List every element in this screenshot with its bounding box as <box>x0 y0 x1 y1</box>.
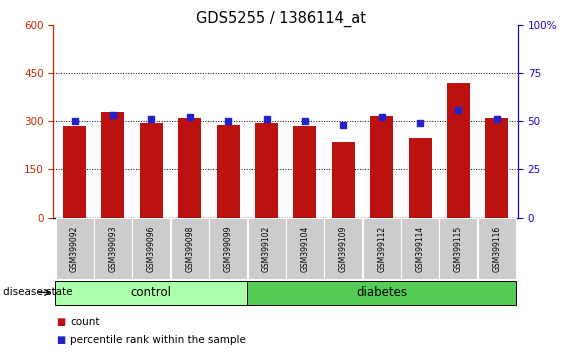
Text: diabetes: diabetes <box>356 286 407 299</box>
Bar <box>293 126 316 218</box>
Text: GSM399102: GSM399102 <box>262 225 271 272</box>
Text: GSM399104: GSM399104 <box>301 225 310 272</box>
Bar <box>101 112 124 218</box>
Bar <box>370 116 393 218</box>
Bar <box>409 138 432 218</box>
Text: ■: ■ <box>56 335 65 345</box>
FancyBboxPatch shape <box>209 218 247 279</box>
FancyBboxPatch shape <box>401 218 439 279</box>
Point <box>185 115 194 120</box>
Text: GSM399098: GSM399098 <box>185 225 194 272</box>
Text: GSM399112: GSM399112 <box>377 225 386 272</box>
Bar <box>178 118 202 218</box>
Point <box>415 120 425 126</box>
Text: GSM399115: GSM399115 <box>454 225 463 272</box>
FancyBboxPatch shape <box>440 218 477 279</box>
FancyBboxPatch shape <box>324 218 363 279</box>
Text: GSM399109: GSM399109 <box>339 225 348 272</box>
Text: ■: ■ <box>56 317 65 327</box>
Bar <box>217 125 240 218</box>
Text: GSM399116: GSM399116 <box>493 225 501 272</box>
Bar <box>63 126 86 218</box>
Point <box>492 116 501 122</box>
Text: disease state: disease state <box>3 287 72 297</box>
Point <box>377 115 386 120</box>
FancyBboxPatch shape <box>247 281 516 305</box>
Bar <box>255 123 278 218</box>
FancyBboxPatch shape <box>94 218 132 279</box>
FancyBboxPatch shape <box>363 218 401 279</box>
FancyBboxPatch shape <box>286 218 324 279</box>
Point <box>339 122 348 128</box>
FancyBboxPatch shape <box>55 281 247 305</box>
Text: percentile rank within the sample: percentile rank within the sample <box>70 335 246 345</box>
Text: GSM399099: GSM399099 <box>224 225 233 272</box>
Text: count: count <box>70 317 100 327</box>
Bar <box>447 82 470 218</box>
Text: GSM399096: GSM399096 <box>147 225 156 272</box>
FancyBboxPatch shape <box>478 218 516 279</box>
Point <box>224 118 233 124</box>
FancyBboxPatch shape <box>132 218 171 279</box>
Point <box>70 118 79 124</box>
Point <box>147 116 156 122</box>
Text: control: control <box>131 286 172 299</box>
Point <box>301 118 310 124</box>
FancyBboxPatch shape <box>171 218 209 279</box>
Text: GDS5255 / 1386114_at: GDS5255 / 1386114_at <box>196 11 367 27</box>
FancyBboxPatch shape <box>248 218 285 279</box>
Bar <box>485 118 508 218</box>
Point <box>454 107 463 113</box>
Point <box>262 116 271 122</box>
Point <box>109 113 118 118</box>
Bar <box>332 142 355 218</box>
FancyBboxPatch shape <box>56 218 93 279</box>
Text: GSM399093: GSM399093 <box>109 225 118 272</box>
Text: GSM399114: GSM399114 <box>415 225 425 272</box>
Bar <box>140 123 163 218</box>
Text: GSM399092: GSM399092 <box>70 225 79 272</box>
